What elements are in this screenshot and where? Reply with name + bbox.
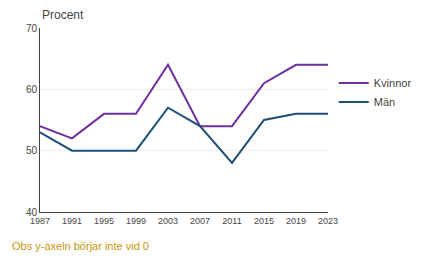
svg-text:Kvinnor: Kvinnor xyxy=(374,77,412,89)
svg-text:40: 40 xyxy=(26,207,38,218)
svg-text:1999: 1999 xyxy=(126,216,146,226)
svg-text:2007: 2007 xyxy=(190,216,210,226)
svg-text:2003: 2003 xyxy=(158,216,178,226)
svg-text:1995: 1995 xyxy=(94,216,114,226)
svg-text:1991: 1991 xyxy=(62,216,82,226)
svg-text:Procent: Procent xyxy=(42,8,84,22)
svg-text:60: 60 xyxy=(26,84,38,95)
svg-text:2019: 2019 xyxy=(286,216,306,226)
svg-text:70: 70 xyxy=(26,23,38,34)
svg-text:2011: 2011 xyxy=(222,216,241,226)
svg-text:Män: Män xyxy=(374,96,395,108)
svg-text:50: 50 xyxy=(26,145,38,156)
svg-text:Obs y-axeln börjar inte vid 0: Obs y-axeln börjar inte vid 0 xyxy=(12,240,149,252)
svg-text:2023: 2023 xyxy=(318,216,338,226)
svg-text:2015: 2015 xyxy=(254,216,274,226)
svg-text:1987: 1987 xyxy=(30,216,50,226)
